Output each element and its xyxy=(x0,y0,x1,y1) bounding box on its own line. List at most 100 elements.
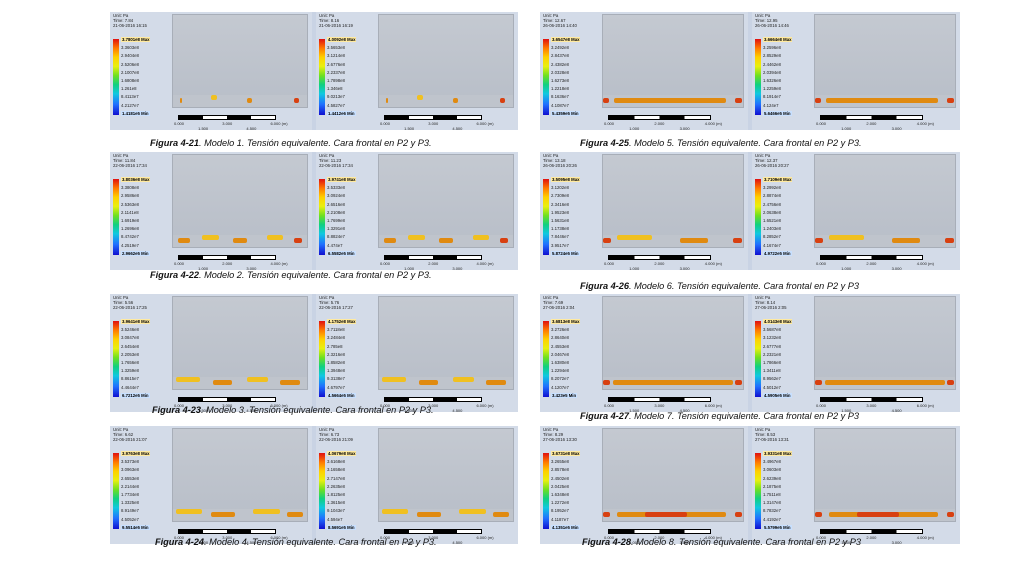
legend-value: 3.7801e8 Max xyxy=(121,37,151,42)
legend-unit: Unit: Pa xyxy=(319,295,335,300)
scale-label: 4.500 xyxy=(452,126,463,130)
legend-unit: Unit: Pa xyxy=(319,153,335,158)
legend-date: 22-06-2016 17:25 xyxy=(113,305,147,310)
legend-value: 2.2321e8 xyxy=(763,351,781,357)
legend-value: 4.0679e8 Max xyxy=(327,451,357,456)
legend-value: 1.6380e8 xyxy=(551,360,569,365)
stress-hotspot xyxy=(612,380,734,385)
legend-time: Time: 6.73 xyxy=(319,432,340,437)
stress-hotspot xyxy=(293,98,299,103)
scale-label: 0.000 xyxy=(604,261,615,266)
scale-bar xyxy=(178,529,277,534)
legend-value: 4.9722e5 Min xyxy=(763,250,792,256)
figure-caption: Figura 4-27. Modelo 7. Tensión equivalen… xyxy=(580,411,859,421)
legend-value: 3.6547e8 Max xyxy=(551,37,581,42)
stress-plot-panel: Unit: Pa Time: 11.23 22-06-2016 17:34 3.974… xyxy=(316,152,518,270)
scale-label: 4.500 xyxy=(452,408,463,412)
figure-caption-text: . Modelo 3. Tensión equivalente. Cara fr… xyxy=(201,405,434,415)
scale-label: 3.000 xyxy=(222,535,233,540)
legend-value: 8.9149e7 xyxy=(121,508,139,514)
scale-label: 1.000 xyxy=(629,126,640,130)
scale-label: 4.500 xyxy=(246,126,257,130)
color-scale-bar xyxy=(113,39,119,115)
stress-plot-panel: Unit: Pa Time: 13.18 26-06-2016 20:26 3.509… xyxy=(540,152,748,270)
legend-header: Unit: Pa Time: 13.18 26-06-2016 20:26 xyxy=(543,153,577,168)
scale-label: 1.500 xyxy=(198,126,209,130)
legend-time: Time: 11.84 xyxy=(113,158,136,163)
legend-value: 1.2696e8 xyxy=(121,226,139,232)
figure-block: Unit: Pa Time: 7.84 21-06-2016 16:15 3.7801… xyxy=(110,12,518,152)
scale-label: 1.500 xyxy=(841,408,852,412)
legend-value: 4.4192e7 xyxy=(763,516,781,522)
legend-date: 27-06-2016 13:31 xyxy=(755,437,789,442)
legend-unit: Unit: Pa xyxy=(543,153,559,158)
scale-bar xyxy=(384,397,483,402)
scale-label: 3.000 xyxy=(222,403,233,408)
scale-label: 1.000 xyxy=(629,540,640,544)
stress-hotspot xyxy=(266,235,283,240)
legend-value: 3.1658e8 xyxy=(327,467,345,473)
legend-value: 3.0963e8 xyxy=(121,467,139,473)
legend-value: 2.1141e8 xyxy=(121,209,139,215)
legend-value: 9.0213e7 xyxy=(327,94,345,100)
legend-value: 4.1752e8 Max xyxy=(327,319,357,324)
legend-value: 3.423e5 Min xyxy=(551,392,578,398)
legend-value: 1.5631e8 xyxy=(551,218,569,223)
scale-label: 4.500 xyxy=(452,540,463,544)
legend-value: 1.7898e8 xyxy=(327,78,345,83)
figure-panels: Unit: Pa Time: 7.69 27-06-2016 2:04 3.6813e… xyxy=(540,294,960,412)
scale-labels: 0.000 1.000 2.000 3.000 4.000 (m) xyxy=(604,535,730,544)
color-scale-bar xyxy=(319,179,325,255)
scale-label: 6.000 (m) xyxy=(704,403,722,408)
figure-number: Figura 4-25 xyxy=(580,138,630,148)
legend-date: 22-06-2016 21:07 xyxy=(113,437,147,442)
model-view xyxy=(814,428,956,522)
legend-values: 3.6731e8 Max 3.2655e8 2.8578e8 2.4502e8 2.04… xyxy=(551,451,591,533)
stress-hotspot xyxy=(733,238,742,243)
legend-header: Unit: Pa Time: 11.84 22-06-2016 17:34 xyxy=(113,153,147,168)
stress-hotspot xyxy=(815,238,824,243)
scale-label: 4.000 (m) xyxy=(704,261,722,266)
legend-unit: Unit: Pa xyxy=(113,295,129,300)
scale-bar xyxy=(384,115,483,120)
legend-value: 2.0425e8 xyxy=(551,483,569,489)
stress-plot-panel: Unit: Pa Time: 5.56 22-06-2016 17:25 3.9641… xyxy=(110,294,312,412)
legend-value: 1.7511e8 xyxy=(763,492,781,497)
legend-value: 2.1875e8 xyxy=(763,483,781,489)
stress-hotspot xyxy=(486,380,507,385)
figure-block: Unit: Pa Time: 11.84 22-06-2016 17:34 3.803… xyxy=(110,152,518,292)
legend-value: 2.2337e8 xyxy=(327,69,345,75)
legend-value: 2.3216e8 xyxy=(327,351,345,357)
stress-hotspot xyxy=(815,98,821,103)
scale-label: 2.000 xyxy=(654,121,665,126)
legend-value: 1.261e8 xyxy=(121,86,137,92)
stress-hotspot xyxy=(645,512,687,517)
stress-plot-panel: Unit: Pa Time: 7.84 21-06-2016 16:15 3.7801… xyxy=(110,12,312,130)
legend-value: 2.6777e8 xyxy=(763,343,781,349)
scale-label: 6.000 (m) xyxy=(270,403,288,408)
stress-hotspot xyxy=(946,512,954,517)
scale-bar xyxy=(608,397,711,402)
scale-label: 1.000 xyxy=(841,540,852,544)
figure-caption: Figura 4-22. Modelo 2. Tensión equivalen… xyxy=(150,270,432,280)
figure-block: Unit: Pa Time: 6.62 22-06-2016 21:07 3.9763… xyxy=(110,426,518,566)
scale-labels: 0.000 1.500 3.000 4.500 6.000 (m) xyxy=(604,403,730,412)
legend-value: 3.1202e8 xyxy=(551,185,569,191)
legend-value: 4.1207e7 xyxy=(551,384,569,390)
scale-label: 4.000 (m) xyxy=(916,261,934,266)
legend-header: Unit: Pa Time: 11.23 22-06-2016 17:34 xyxy=(319,153,353,168)
model-view xyxy=(378,14,514,108)
legend-value: 4.0143e8 Max xyxy=(763,319,793,324)
legend-date: 22-06-2016 17:27 xyxy=(319,305,353,310)
figure-caption: Figura 4-25. Modelo 5. Tensión equivalen… xyxy=(580,138,862,148)
legend-header: Unit: Pa Time: 6.62 22-06-2016 21:07 xyxy=(113,427,147,442)
scale-label: 3.000 xyxy=(654,403,665,408)
stress-plot-panel: Unit: Pa Time: 8.14 27-06-2016 2:05 4.0143e… xyxy=(752,294,960,412)
model-base xyxy=(173,377,307,389)
scale-label: 0.000 xyxy=(816,261,827,266)
figure-caption-text: . Modelo 6. Tensión equivalente. Cara fr… xyxy=(629,281,860,291)
figure-caption: Figura 4-23. Modelo 3. Tensión equivalen… xyxy=(152,405,434,415)
stress-hotspot xyxy=(452,377,475,382)
scale-label: 4.500 xyxy=(891,408,902,412)
stress-hotspot xyxy=(381,377,406,382)
